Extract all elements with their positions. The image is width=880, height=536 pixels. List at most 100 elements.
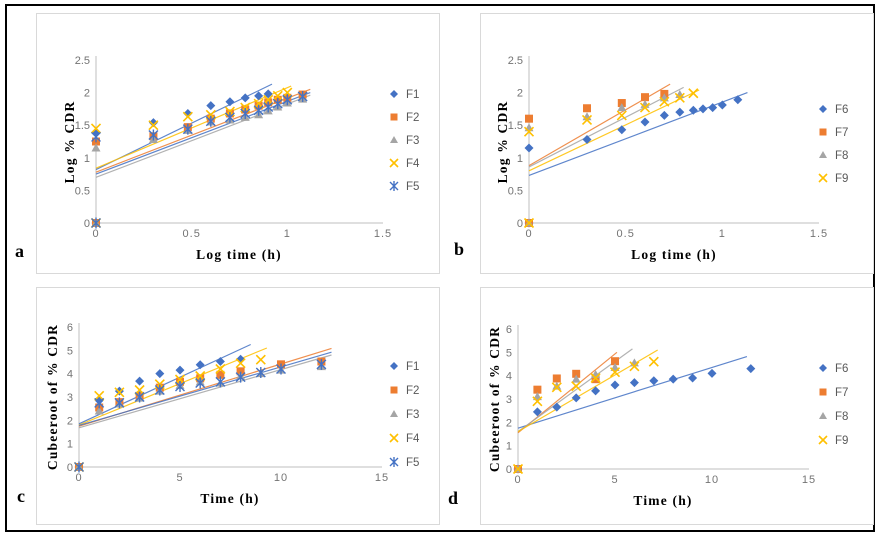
marker-x <box>512 463 524 475</box>
marker-asterisk <box>297 91 308 103</box>
legend-label: F8 <box>835 150 848 162</box>
y-tick-label: 2 <box>67 415 73 427</box>
marker-x <box>94 390 105 401</box>
marker-x <box>581 114 593 126</box>
legend: F6 F7 F8 F9 <box>818 363 848 447</box>
marker-x <box>590 372 601 384</box>
x-tick-label: 15 <box>802 474 816 486</box>
marker-asterisk <box>224 111 235 123</box>
panel-letter-d: d <box>448 488 459 508</box>
marker-diamond <box>206 101 216 111</box>
marker-diamond <box>698 104 708 114</box>
legend-label: F3 <box>406 135 419 147</box>
legend-label: F5 <box>406 181 419 193</box>
marker-asterisk <box>215 376 226 388</box>
legend-entry-F6: F6 <box>819 363 848 375</box>
marker-square <box>236 367 245 376</box>
marker-x <box>523 217 535 229</box>
y-tick-label: 2.5 <box>75 55 90 67</box>
y-tick-label: 4 <box>506 371 512 383</box>
marker-asterisk <box>148 129 159 141</box>
marker-x <box>272 90 283 101</box>
marker-diamond <box>610 380 620 390</box>
legend-label: F4 <box>406 433 420 445</box>
x-axis-title: Time (h) <box>633 493 692 508</box>
x-tick-label: 0.5 <box>617 228 635 240</box>
marker-square <box>390 113 398 121</box>
marker-asterisk <box>282 94 293 106</box>
y-tick-label: 3 <box>506 394 512 406</box>
marker-x <box>174 374 186 385</box>
x-tick-label: 5 <box>176 472 183 484</box>
marker-x <box>389 433 399 443</box>
marker-square <box>641 93 649 102</box>
marker-x <box>215 363 226 375</box>
y-axis-title: Log % CDR <box>62 101 77 184</box>
y-axis-title: Log % CDR <box>495 101 510 184</box>
marker-diamond <box>114 386 124 396</box>
trendline-F4 <box>95 85 292 169</box>
marker-x <box>616 110 627 121</box>
y-tick-label: 4 <box>67 369 73 381</box>
marker-x <box>134 384 145 396</box>
scatter-chart-c: 0 1 2 3 4 5 6 0 5 10 15 Time (h) Cubeeroot of % CDR F… <box>45 322 420 506</box>
series-F5 <box>74 358 327 473</box>
marker-square <box>572 369 581 378</box>
marker-asterisk <box>389 181 399 191</box>
y-tick-label: 1.5 <box>75 120 90 132</box>
legend-label: F2 <box>406 385 419 397</box>
y-tick-label: 0.5 <box>75 185 90 197</box>
y-tick-label: 2 <box>517 88 523 100</box>
legend: F1 F2 F3 F4 F5 <box>389 89 420 193</box>
legend-label: F3 <box>406 409 419 421</box>
marker-diamond <box>390 90 398 98</box>
trendline-F1 <box>78 343 251 425</box>
legend-entry-F9: F9 <box>818 173 848 185</box>
marker-square <box>617 99 626 108</box>
legend-label: F1 <box>406 89 419 101</box>
series-F2 <box>92 90 307 227</box>
marker-square <box>611 357 619 366</box>
marker-asterisk <box>91 131 101 143</box>
trendline-F8 <box>528 86 684 168</box>
marker-x <box>263 94 274 105</box>
legend-entry-F3: F3 <box>390 135 419 147</box>
y-tick-label: 6 <box>506 324 512 336</box>
marker-diamond <box>591 386 601 396</box>
marker-diamond <box>532 407 542 417</box>
y-tick-label: 0 <box>84 218 90 230</box>
x-tick-label: 1.5 <box>374 228 392 240</box>
x-tick-label: 0 <box>514 474 521 486</box>
legend-label: F7 <box>835 387 848 399</box>
x-tick-label: 0 <box>525 228 532 240</box>
marker-x <box>148 120 159 131</box>
legend-label: F9 <box>835 173 848 185</box>
y-axis-title: Cubeeroot of % CDR <box>487 326 502 472</box>
marker-x <box>523 126 535 137</box>
marker-diamond <box>746 364 756 374</box>
marker-asterisk <box>316 358 327 370</box>
marker-diamond <box>390 362 398 370</box>
marker-x <box>818 173 828 183</box>
marker-asterisk <box>114 397 125 409</box>
marker-diamond <box>819 364 827 372</box>
marker-x <box>818 435 828 445</box>
x-tick-label: 0 <box>92 228 99 240</box>
trendline-F6 <box>517 355 748 429</box>
y-axis-title: Cubeeroot of % CDR <box>45 324 60 470</box>
marker-diamond <box>582 135 592 145</box>
marker-triangle <box>552 381 562 390</box>
marker-asterisk <box>389 457 399 467</box>
legend-entry-F7: F7 <box>819 127 848 139</box>
y-tick-label: 1 <box>67 439 73 451</box>
marker-x <box>255 354 266 365</box>
legend-label: F9 <box>835 435 848 447</box>
y-tick-label: 2 <box>506 417 512 429</box>
y-tick-label: 2.5 <box>508 55 523 67</box>
legend: F6 F7 F8 F9 <box>818 104 848 185</box>
x-tick-label: 10 <box>705 474 719 486</box>
legend-label: F2 <box>406 112 419 124</box>
legend-label: F6 <box>835 363 848 375</box>
marker-diamond <box>263 89 273 99</box>
trendline-F3 <box>78 354 332 429</box>
